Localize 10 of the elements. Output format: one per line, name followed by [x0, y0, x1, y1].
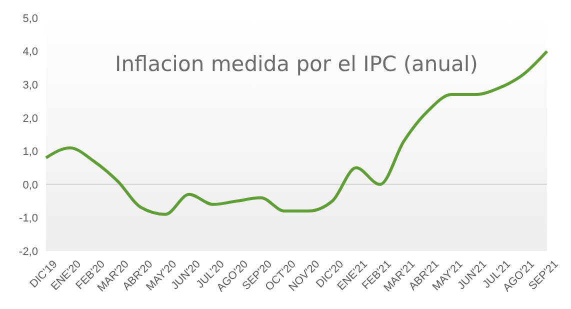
y-tick-label: 5,0	[22, 12, 38, 25]
y-tick-label: 3,0	[22, 79, 38, 92]
y-tick-label: 1,0	[22, 146, 38, 158]
text: Inflacion medida por el IPC (anual)	[115, 52, 478, 76]
y-tick-label: -2,0	[19, 246, 38, 258]
y-tick-label: 0,0	[22, 179, 38, 192]
y-tick-label: 4,0	[22, 46, 38, 58]
y-tick-label: -1,0	[19, 212, 38, 225]
y-tick-label: 2,0	[22, 112, 38, 125]
line-series	[44, 50, 548, 216]
